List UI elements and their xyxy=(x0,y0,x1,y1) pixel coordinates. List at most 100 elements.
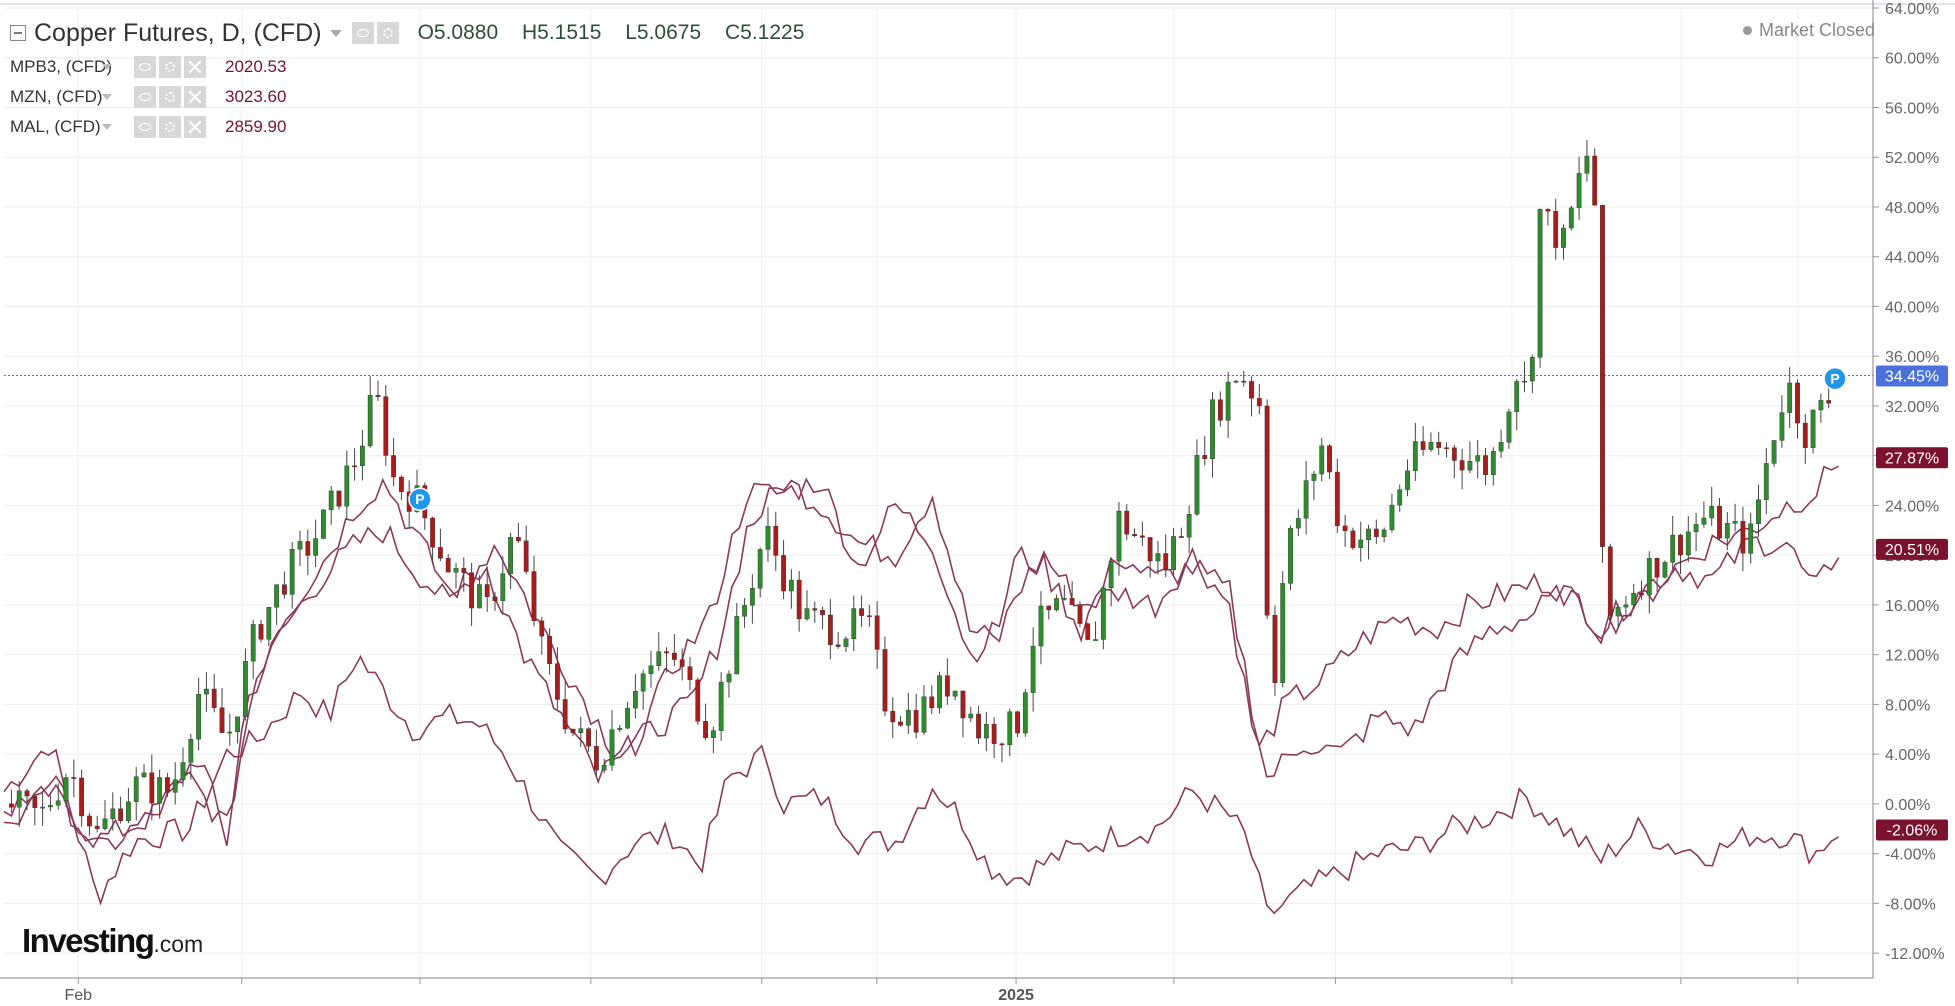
y-tick-label: 16.00% xyxy=(1885,598,1939,615)
event-marker-label: P xyxy=(415,491,424,507)
candle-body xyxy=(1272,614,1278,683)
candle-body xyxy=(749,588,755,606)
close-icon[interactable] xyxy=(184,56,206,78)
candle-body xyxy=(1428,442,1434,450)
candle-body xyxy=(289,549,295,595)
close-icon[interactable] xyxy=(184,116,206,138)
gear-icon[interactable] xyxy=(376,22,399,44)
value-badge-label: 34.45% xyxy=(1885,368,1939,385)
candle-body xyxy=(430,517,435,548)
y-tick-label: 32.00% xyxy=(1885,399,1939,416)
eye-icon[interactable] xyxy=(134,116,156,138)
eye-icon[interactable] xyxy=(351,22,374,44)
candle-body xyxy=(1186,513,1192,538)
candle-body xyxy=(484,584,490,598)
candle-body xyxy=(305,541,311,556)
chevron-down-icon[interactable] xyxy=(102,94,112,100)
candle-body xyxy=(726,673,732,683)
y-tick-label: 60.00% xyxy=(1885,51,1939,68)
y-tick-label: 4.00% xyxy=(1885,747,1930,764)
instrument-title[interactable]: Copper Futures, D, (CFD) xyxy=(34,18,322,47)
candle-body xyxy=(500,573,506,601)
candle-body xyxy=(664,651,669,654)
comparison-value: 2020.53 xyxy=(225,57,287,76)
candle-body xyxy=(360,445,365,466)
candle-body xyxy=(1038,605,1044,647)
candle-body xyxy=(204,688,209,695)
x-tick-label: Feb xyxy=(64,987,92,1004)
comparison-name[interactable]: MAL, (CFD) xyxy=(10,117,101,136)
comparison-name[interactable]: MZN, (CFD) xyxy=(10,87,103,106)
candle-body xyxy=(718,681,724,731)
eye-icon[interactable] xyxy=(134,86,156,108)
candle-body xyxy=(1639,592,1644,596)
candle-body xyxy=(1061,597,1067,600)
candle-body xyxy=(383,396,389,456)
candle-body xyxy=(1373,528,1379,537)
y-tick-label: 8.00% xyxy=(1885,697,1930,714)
candle-body xyxy=(1124,510,1130,535)
logo-suffix-text: .com xyxy=(153,931,204,957)
candle-body xyxy=(1701,517,1707,525)
candle-body xyxy=(710,730,716,738)
candle-body xyxy=(562,699,568,730)
candle-body xyxy=(1506,411,1512,443)
comparison-name[interactable]: MPB3, (CFD) xyxy=(10,57,112,76)
candle-body xyxy=(1342,525,1348,532)
high-value: H5.1515 xyxy=(521,21,602,44)
candle-body xyxy=(1826,400,1832,404)
candle-body xyxy=(1693,524,1699,533)
candle-body xyxy=(398,476,404,493)
candle-body xyxy=(1303,480,1309,519)
comparison-row: MPB3, (CFD) 2020.53 xyxy=(10,52,822,82)
candle-body xyxy=(1779,412,1785,441)
gear-icon[interactable] xyxy=(159,56,181,78)
candle-body xyxy=(1077,604,1083,624)
eye-icon[interactable] xyxy=(134,56,156,78)
candle-body xyxy=(437,547,443,559)
candle-body xyxy=(523,540,529,572)
candle-body xyxy=(1327,445,1332,473)
candle-body xyxy=(547,635,552,664)
candle-body xyxy=(1537,209,1543,358)
collapse-legend-icon[interactable] xyxy=(10,25,26,41)
candle-body xyxy=(1030,645,1036,693)
value-badge-label: -2.06% xyxy=(1887,823,1938,840)
candle-body xyxy=(1576,173,1582,209)
candle-body xyxy=(1022,692,1028,734)
chevron-down-icon[interactable] xyxy=(329,29,342,37)
candle-body xyxy=(929,696,935,709)
candle-body xyxy=(102,818,108,829)
y-tick-label: 24.00% xyxy=(1885,498,1939,515)
close-icon[interactable] xyxy=(184,86,206,108)
investing-logo[interactable]: Investing .com xyxy=(22,922,203,960)
candle-body xyxy=(133,776,139,802)
candle-body xyxy=(1802,422,1808,448)
candle-body xyxy=(188,738,194,763)
candle-body xyxy=(1288,527,1293,584)
candle-body xyxy=(671,652,677,660)
candle-body xyxy=(1787,382,1793,413)
gear-icon[interactable] xyxy=(159,86,181,108)
candle-body xyxy=(250,624,256,662)
gear-icon[interactable] xyxy=(159,116,181,138)
candle-body xyxy=(1147,537,1153,562)
candle-body xyxy=(1132,534,1137,537)
candle-body xyxy=(1592,155,1598,206)
candle-body xyxy=(336,490,342,507)
candle-body xyxy=(679,659,685,667)
candle-body xyxy=(1490,450,1496,475)
chevron-down-icon[interactable] xyxy=(102,64,112,70)
candle-body xyxy=(1311,473,1317,481)
candle-body xyxy=(16,790,22,808)
candle-body xyxy=(126,801,131,821)
candle-body xyxy=(515,537,521,542)
candle-body xyxy=(773,525,779,556)
candle-body xyxy=(890,710,896,723)
comparison-value: 2859.90 xyxy=(225,117,287,136)
candle-body xyxy=(859,608,864,616)
value-badge xyxy=(1876,447,1948,469)
chevron-down-icon[interactable] xyxy=(102,124,112,130)
